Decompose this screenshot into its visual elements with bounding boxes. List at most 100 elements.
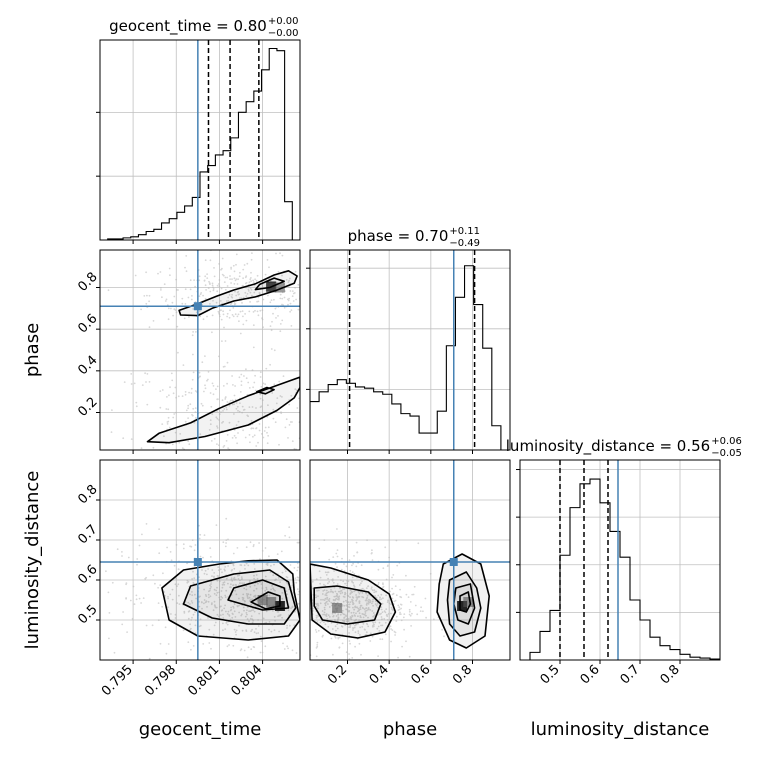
sample-point	[249, 617, 252, 620]
sample-point	[209, 547, 212, 549]
sample-point	[222, 310, 225, 313]
sample-point	[380, 598, 383, 600]
sample-point	[245, 295, 248, 297]
sample-point	[252, 346, 255, 349]
sample-point	[273, 548, 275, 550]
sample-point	[191, 594, 194, 596]
sample-point	[209, 584, 211, 587]
sample-point	[306, 645, 308, 647]
scatter-0	[86, 250, 322, 482]
sample-point	[349, 593, 352, 595]
sample-point	[249, 610, 252, 612]
sample-point	[166, 421, 169, 423]
sample-point	[345, 608, 348, 611]
sample-point	[191, 578, 194, 580]
sample-point	[351, 564, 353, 567]
sample-point	[269, 681, 271, 683]
sample-point	[288, 526, 291, 529]
sample-point	[387, 599, 389, 602]
sample-point	[354, 631, 357, 634]
sample-point	[323, 539, 326, 541]
sample-point	[369, 640, 372, 642]
sample-point	[253, 577, 256, 580]
sample-point	[145, 381, 147, 383]
sample-point	[224, 545, 227, 548]
sample-point	[264, 547, 267, 549]
title-sup-luminosity_distance: +0.06	[711, 436, 742, 447]
sample-point	[170, 613, 172, 615]
sample-point	[345, 620, 348, 623]
sample-point	[190, 619, 193, 621]
sample-point	[230, 268, 233, 270]
sample-point	[373, 591, 376, 594]
contour-2-5	[459, 591, 472, 613]
sample-point	[314, 629, 317, 631]
sample-point	[234, 631, 237, 633]
sample-point	[88, 417, 90, 419]
sample-point	[386, 619, 389, 621]
sample-point	[242, 598, 244, 601]
sample-point	[238, 410, 241, 413]
sample-point	[264, 575, 267, 578]
sample-point	[264, 426, 267, 429]
sample-point	[288, 536, 291, 539]
sample-point	[218, 591, 221, 594]
sample-point	[390, 628, 392, 630]
sample-point	[320, 289, 322, 291]
sample-point	[287, 281, 290, 284]
sample-point	[275, 402, 278, 405]
sample-point	[319, 288, 321, 290]
sample-point	[367, 625, 370, 628]
sample-point	[319, 621, 322, 624]
sample-point	[297, 283, 300, 286]
sample-point	[248, 620, 250, 623]
sample-point	[86, 480, 88, 482]
sample-point	[354, 606, 356, 608]
sample-point	[290, 394, 293, 397]
sample-point	[262, 326, 264, 329]
sample-point	[245, 275, 248, 278]
sample-point	[281, 597, 284, 600]
sample-point	[265, 588, 268, 591]
sample-point	[413, 585, 416, 588]
sample-point	[243, 649, 246, 652]
sample-point	[204, 569, 207, 572]
sample-point	[221, 571, 223, 574]
sample-point	[193, 549, 196, 552]
sample-point	[287, 647, 289, 650]
sample-point	[227, 447, 230, 449]
sample-point	[391, 608, 393, 611]
sample-point	[323, 589, 326, 591]
sample-point	[208, 280, 210, 283]
sample-point	[199, 533, 202, 536]
sample-point	[332, 581, 335, 584]
sample-point	[339, 587, 341, 590]
sample-point	[408, 655, 411, 658]
sample-point	[375, 590, 378, 593]
sample-point	[267, 294, 269, 297]
sample-point	[311, 580, 314, 583]
sample-point	[334, 637, 337, 639]
sample-point	[186, 581, 189, 584]
sample-point	[164, 595, 167, 597]
sample-point	[211, 284, 214, 287]
sample-point	[163, 591, 166, 593]
sample-point	[324, 631, 326, 633]
sample-point	[316, 621, 319, 623]
sample-point	[268, 594, 271, 597]
sample-point	[168, 267, 171, 270]
sample-point	[307, 429, 309, 431]
sample-point	[320, 405, 322, 407]
sample-point	[372, 598, 374, 601]
sample-point	[268, 621, 271, 623]
sample-point	[281, 616, 283, 619]
sample-point	[219, 598, 222, 601]
sample-point	[190, 298, 193, 301]
sample-point	[249, 593, 252, 596]
sample-point	[176, 602, 179, 604]
sample-point	[317, 427, 319, 429]
sample-point	[209, 290, 212, 293]
sample-point	[224, 396, 227, 399]
sample-point	[190, 648, 192, 651]
sample-point	[125, 597, 127, 599]
